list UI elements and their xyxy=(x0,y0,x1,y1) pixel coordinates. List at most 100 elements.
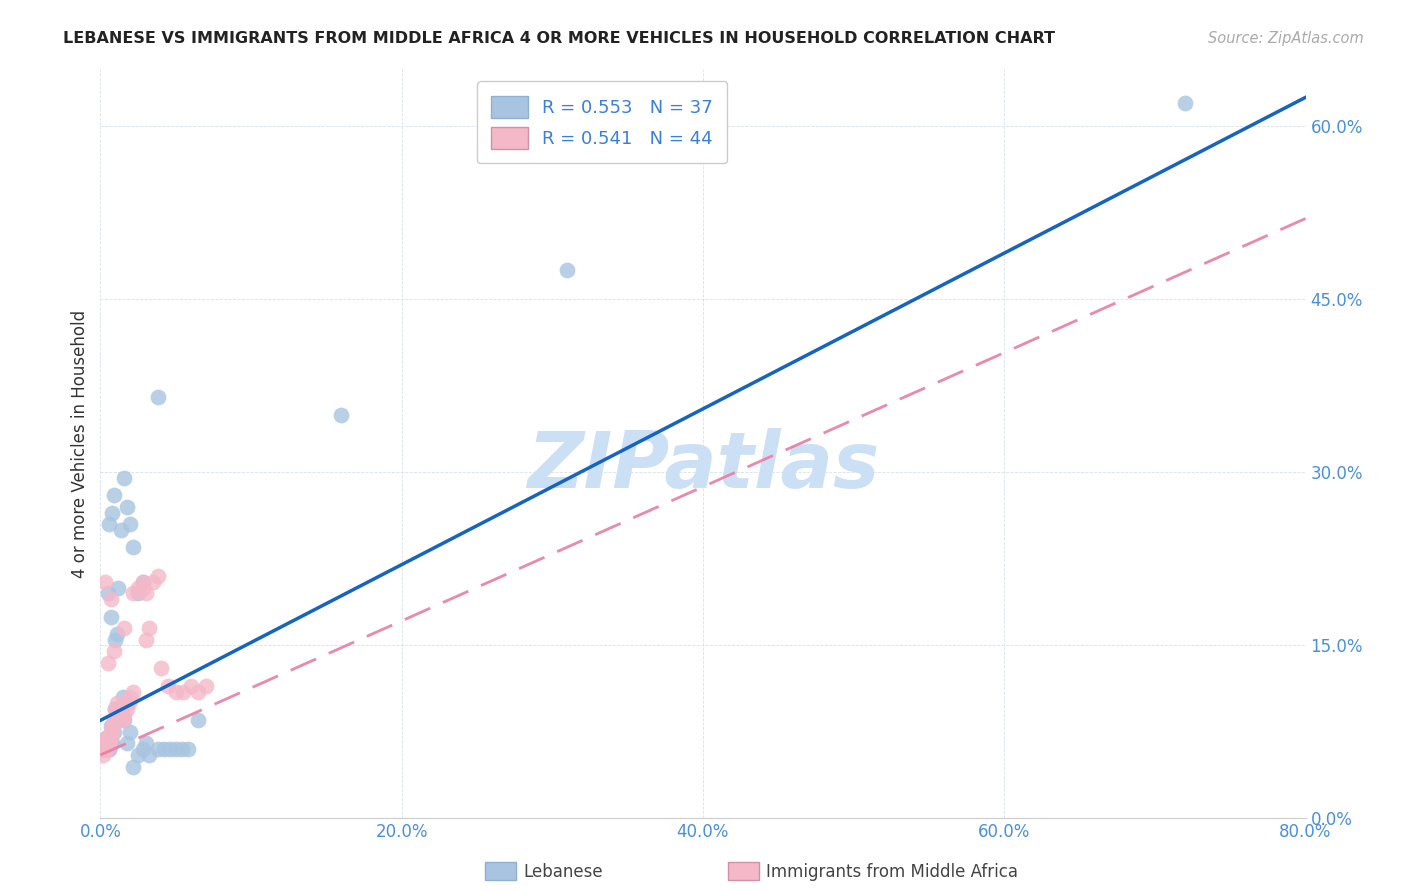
Point xyxy=(172,684,194,698)
Point xyxy=(98,742,121,756)
Point xyxy=(165,684,187,698)
Point xyxy=(98,736,121,750)
Point xyxy=(114,714,136,728)
Point xyxy=(177,742,200,756)
Point xyxy=(97,736,120,750)
Point xyxy=(122,684,145,698)
Point xyxy=(103,725,125,739)
Point xyxy=(97,656,120,670)
Point xyxy=(165,742,187,756)
Point xyxy=(110,707,132,722)
Point xyxy=(180,679,202,693)
Point xyxy=(107,581,129,595)
Point xyxy=(100,725,122,739)
Point xyxy=(138,747,160,762)
Point xyxy=(110,702,132,716)
Point xyxy=(138,621,160,635)
Point xyxy=(120,517,142,532)
Point xyxy=(101,719,124,733)
Point xyxy=(97,586,120,600)
Point xyxy=(93,747,115,762)
Point xyxy=(105,714,128,728)
Point xyxy=(114,471,136,485)
Point xyxy=(107,707,129,722)
Point xyxy=(194,679,217,693)
Point xyxy=(117,500,139,514)
Text: Source: ZipAtlas.com: Source: ZipAtlas.com xyxy=(1208,31,1364,46)
Point xyxy=(131,574,153,589)
Point xyxy=(105,696,128,710)
Point xyxy=(108,702,131,716)
Point xyxy=(94,742,117,756)
Point xyxy=(100,719,122,733)
Point xyxy=(122,541,145,555)
Point xyxy=(127,747,149,762)
Point xyxy=(103,714,125,728)
Point xyxy=(104,702,127,716)
Point xyxy=(97,731,120,745)
Text: Lebanese: Lebanese xyxy=(523,863,603,881)
Point xyxy=(104,632,127,647)
Text: Immigrants from Middle Africa: Immigrants from Middle Africa xyxy=(766,863,1018,881)
Point xyxy=(94,742,117,756)
Point xyxy=(98,742,121,756)
Point xyxy=(122,759,145,773)
Point xyxy=(96,736,118,750)
Point xyxy=(96,736,118,750)
Y-axis label: 4 or more Vehicles in Household: 4 or more Vehicles in Household xyxy=(72,310,89,577)
Point xyxy=(117,702,139,716)
Point xyxy=(131,581,153,595)
Point xyxy=(149,661,172,675)
Point xyxy=(146,390,169,404)
Point xyxy=(330,408,353,422)
Point xyxy=(107,707,129,722)
Point xyxy=(135,586,157,600)
Point xyxy=(127,581,149,595)
Point xyxy=(114,621,136,635)
Point xyxy=(97,731,120,745)
Point xyxy=(146,742,169,756)
Point xyxy=(135,632,157,647)
Point xyxy=(127,586,149,600)
Point xyxy=(120,690,142,705)
Point xyxy=(96,731,118,745)
Point xyxy=(101,736,124,750)
Point xyxy=(142,574,165,589)
Text: ZIPatlas: ZIPatlas xyxy=(527,428,879,504)
Point xyxy=(90,742,112,756)
Point xyxy=(135,736,157,750)
Point xyxy=(94,736,117,750)
Point xyxy=(104,702,127,716)
Point xyxy=(100,736,122,750)
Point xyxy=(187,684,209,698)
Point xyxy=(94,742,117,756)
Point xyxy=(115,696,138,710)
Point xyxy=(101,506,124,520)
Point xyxy=(100,592,122,607)
Point xyxy=(100,609,122,624)
Point xyxy=(557,263,579,277)
Point xyxy=(187,714,209,728)
Point xyxy=(1174,96,1197,111)
Point xyxy=(98,736,121,750)
Point xyxy=(170,742,193,756)
Point xyxy=(98,517,121,532)
Point xyxy=(152,742,174,756)
Point xyxy=(108,702,131,716)
Point xyxy=(98,736,121,750)
Point xyxy=(111,690,134,705)
Point xyxy=(159,742,181,756)
Point xyxy=(131,574,153,589)
Point xyxy=(96,731,118,745)
Point xyxy=(103,488,125,502)
Point xyxy=(103,644,125,658)
Point xyxy=(97,742,120,756)
Point xyxy=(110,523,132,537)
Point xyxy=(100,731,122,745)
Point xyxy=(93,742,115,756)
Point xyxy=(94,574,117,589)
Point xyxy=(122,586,145,600)
Legend: R = 0.553   N = 37, R = 0.541   N = 44: R = 0.553 N = 37, R = 0.541 N = 44 xyxy=(477,81,727,163)
Point xyxy=(118,696,141,710)
Point xyxy=(120,725,142,739)
